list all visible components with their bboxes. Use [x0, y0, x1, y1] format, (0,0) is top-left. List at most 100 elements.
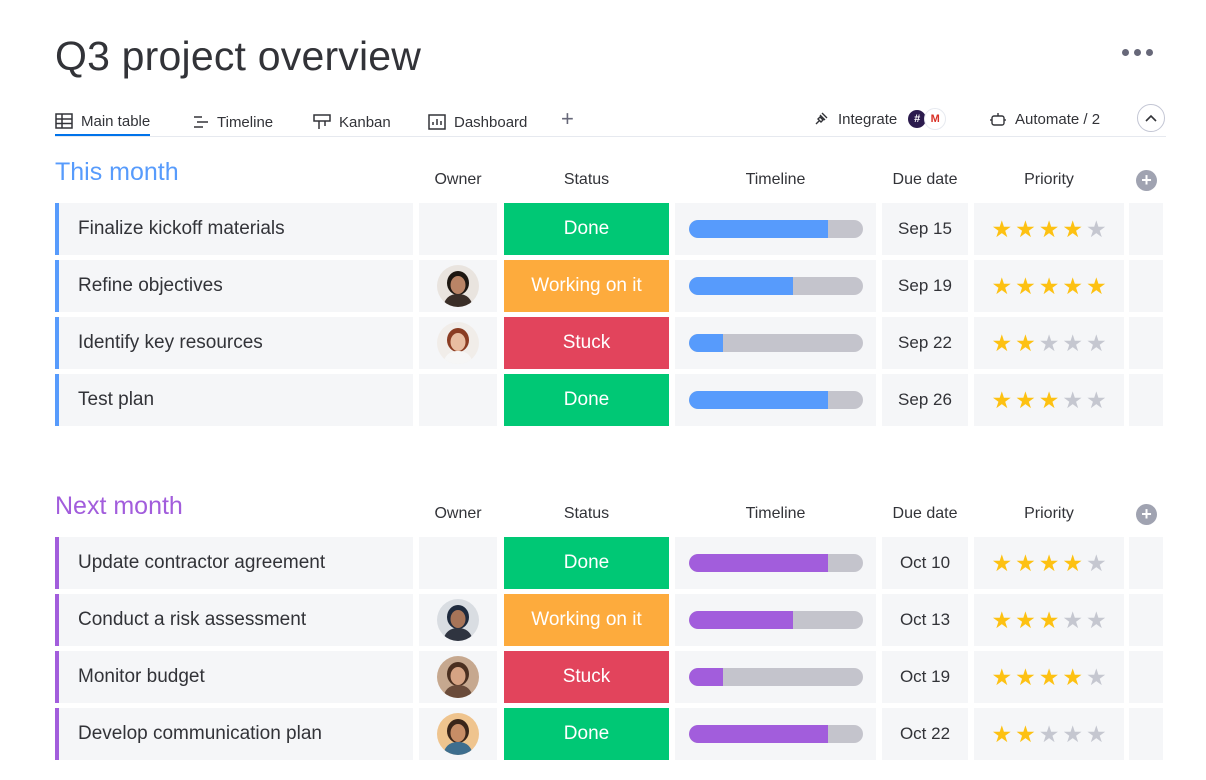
priority-rating[interactable]: ★ ★ ★ ★ ★ [974, 537, 1124, 589]
column-header-priority[interactable]: Priority [1024, 171, 1074, 188]
star-icon[interactable]: ★ [1038, 663, 1060, 690]
tab-main-table[interactable]: Main table [55, 108, 151, 136]
star-icon[interactable]: ★ [1038, 720, 1060, 747]
table-row[interactable]: Refine objectives Working on it Sep 19 ★ ★ ★ ★… [55, 260, 1163, 312]
automate-button[interactable]: Automate / 2 [989, 106, 1100, 132]
table-row[interactable]: Update contractor agreement Done Oct 10 ★ ★ ★… [55, 537, 1163, 589]
owner-cell[interactable] [419, 260, 497, 312]
table-row[interactable]: Develop communication plan Done Oct 22 ★ ★ ★ ★… [55, 708, 1163, 760]
timeline-cell[interactable] [675, 708, 876, 760]
star-icon[interactable]: ★ [1085, 720, 1107, 747]
column-header-timeline[interactable]: Timeline [745, 171, 806, 188]
status-badge[interactable]: Done [504, 374, 669, 426]
star-icon[interactable]: ★ [991, 215, 1013, 242]
group-title-next-month[interactable]: Next month [55, 492, 183, 520]
due-date-cell[interactable]: Oct 10 [882, 537, 968, 589]
star-icon[interactable]: ★ [1038, 215, 1060, 242]
star-icon[interactable]: ★ [1015, 272, 1036, 299]
status-badge[interactable]: Working on it [504, 594, 669, 646]
status-badge[interactable]: Done [504, 708, 669, 760]
column-header-due-date[interactable]: Due date [892, 505, 958, 522]
tab-dashboard[interactable]: Dashboard [428, 108, 527, 136]
status-badge[interactable]: Working on it [504, 260, 669, 312]
star-icon[interactable]: ★ [1015, 386, 1036, 413]
star-icon[interactable]: ★ [991, 329, 1013, 356]
star-icon[interactable]: ★ [991, 549, 1013, 576]
tab-timeline[interactable]: Timeline [193, 108, 273, 136]
star-icon[interactable]: ★ [1038, 329, 1060, 356]
star-icon[interactable]: ★ [1062, 663, 1083, 690]
star-icon[interactable]: ★ [1062, 329, 1083, 356]
status-badge[interactable]: Stuck [504, 317, 669, 369]
star-icon[interactable]: ★ [1085, 386, 1107, 413]
table-row[interactable]: Conduct a risk assessment Working on it Oc… [55, 594, 1163, 646]
due-date-cell[interactable]: Sep 22 [882, 317, 968, 369]
star-icon[interactable]: ★ [1085, 272, 1107, 299]
timeline-cell[interactable] [675, 317, 876, 369]
star-icon[interactable]: ★ [1062, 386, 1083, 413]
collapse-chevron-up-icon[interactable] [1137, 104, 1165, 132]
star-icon[interactable]: ★ [1085, 663, 1107, 690]
integrate-button[interactable]: Integrate # M [813, 106, 947, 132]
owner-cell[interactable] [419, 537, 497, 589]
star-icon[interactable]: ★ [1062, 215, 1083, 242]
star-icon[interactable]: ★ [991, 272, 1013, 299]
more-options-icon[interactable] [1122, 44, 1162, 60]
tab-kanban[interactable]: Kanban [313, 108, 391, 136]
star-icon[interactable]: ★ [1038, 606, 1060, 633]
priority-rating[interactable]: ★ ★ ★ ★ ★ [974, 203, 1124, 255]
priority-rating[interactable]: ★ ★ ★ ★ ★ [974, 317, 1124, 369]
add-view-plus-icon[interactable]: + [561, 106, 574, 131]
item-name-cell[interactable]: Finalize kickoff materials [55, 203, 413, 255]
column-header-status[interactable]: Status [563, 171, 610, 188]
star-icon[interactable]: ★ [1015, 215, 1036, 242]
column-header-owner[interactable]: Owner [434, 505, 482, 522]
item-name-cell[interactable]: Identify key resources [55, 317, 413, 369]
timeline-cell[interactable] [675, 651, 876, 703]
priority-rating[interactable]: ★ ★ ★ ★ ★ [974, 594, 1124, 646]
status-badge[interactable]: Done [504, 537, 669, 589]
table-row[interactable]: Identify key resources Stuck Sep 22 ★ ★ ★ ★ ★ [55, 317, 1163, 369]
star-icon[interactable]: ★ [1062, 272, 1083, 299]
owner-cell[interactable] [419, 651, 497, 703]
due-date-cell[interactable]: Oct 19 [882, 651, 968, 703]
star-icon[interactable]: ★ [991, 663, 1013, 690]
status-badge[interactable]: Stuck [504, 651, 669, 703]
star-icon[interactable]: ★ [1015, 720, 1036, 747]
add-column-plus-icon[interactable]: + [1136, 504, 1157, 525]
star-icon[interactable]: ★ [1062, 606, 1083, 633]
timeline-cell[interactable] [675, 203, 876, 255]
add-column-plus-icon[interactable]: + [1136, 170, 1157, 191]
priority-rating[interactable]: ★ ★ ★ ★ ★ [974, 374, 1124, 426]
due-date-cell[interactable]: Sep 19 [882, 260, 968, 312]
owner-cell[interactable] [419, 317, 497, 369]
star-icon[interactable]: ★ [1085, 606, 1107, 633]
due-date-cell[interactable]: Sep 15 [882, 203, 968, 255]
column-header-owner[interactable]: Owner [434, 171, 482, 188]
star-icon[interactable]: ★ [1085, 329, 1107, 356]
table-row[interactable]: Monitor budget Stuck Oct 19 ★ ★ ★ ★ ★ [55, 651, 1163, 703]
priority-rating[interactable]: ★ ★ ★ ★ ★ [974, 708, 1124, 760]
star-icon[interactable]: ★ [991, 720, 1013, 747]
item-name-cell[interactable]: Update contractor agreement [55, 537, 413, 589]
star-icon[interactable]: ★ [1062, 549, 1083, 576]
star-icon[interactable]: ★ [991, 606, 1013, 633]
item-name-cell[interactable]: Conduct a risk assessment [55, 594, 413, 646]
star-icon[interactable]: ★ [1015, 549, 1036, 576]
priority-rating[interactable]: ★ ★ ★ ★ ★ [974, 651, 1124, 703]
star-icon[interactable]: ★ [1038, 272, 1060, 299]
due-date-cell[interactable]: Sep 26 [882, 374, 968, 426]
status-badge[interactable]: Done [504, 203, 669, 255]
owner-cell[interactable] [419, 708, 497, 760]
item-name-cell[interactable]: Monitor budget [55, 651, 413, 703]
column-header-timeline[interactable]: Timeline [745, 505, 806, 522]
column-header-status[interactable]: Status [563, 505, 610, 522]
timeline-cell[interactable] [675, 594, 876, 646]
owner-cell[interactable] [419, 203, 497, 255]
due-date-cell[interactable]: Oct 13 [882, 594, 968, 646]
star-icon[interactable]: ★ [1038, 386, 1060, 413]
item-name-cell[interactable]: Develop communication plan [55, 708, 413, 760]
star-icon[interactable]: ★ [1038, 549, 1060, 576]
star-icon[interactable]: ★ [1015, 663, 1036, 690]
timeline-cell[interactable] [675, 537, 876, 589]
